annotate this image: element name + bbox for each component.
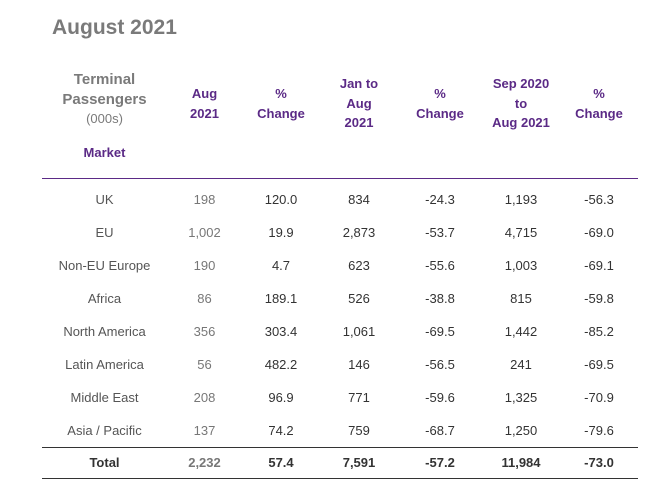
table-cell: -53.7 bbox=[425, 224, 455, 240]
table-row: Asia / Pacific 137 74.2 759 -68.7 1,250 -79.6 bbox=[42, 414, 638, 448]
table-cell: Latin America bbox=[65, 356, 144, 372]
header-market: Market bbox=[83, 144, 126, 160]
table-cell: -59.8 bbox=[584, 290, 614, 306]
table-cell: 4,715 bbox=[504, 224, 538, 240]
table-cell: 1,061 bbox=[342, 323, 376, 339]
header-unit: (000s) bbox=[86, 111, 123, 126]
header-ytd: Jan to Aug 2021 bbox=[320, 70, 398, 179]
table-cell: EU bbox=[95, 224, 114, 240]
table-row: Middle East 208 96.9 771 -59.6 1,325 -70.9 bbox=[42, 381, 638, 414]
table-cell: 526 bbox=[348, 290, 370, 306]
table-cell: Asia / Pacific bbox=[67, 422, 142, 438]
table-cell: 120.0 bbox=[264, 191, 298, 207]
table-cell: Non-EU Europe bbox=[58, 257, 151, 273]
table-cell: 815 bbox=[510, 290, 532, 306]
header-aug-change: % Change bbox=[242, 70, 320, 179]
table-cell: 11,984 bbox=[482, 446, 560, 479]
table-cell: North America bbox=[63, 323, 146, 339]
table-cell: 1,442 bbox=[504, 323, 538, 339]
table-cell: 19.9 bbox=[268, 224, 294, 240]
table-cell: -70.9 bbox=[584, 389, 614, 405]
table-cell: 190 bbox=[193, 257, 216, 273]
table-cell: 356 bbox=[193, 323, 216, 339]
table-cell: -73.0 bbox=[560, 446, 638, 479]
table-row: UK 198 120.0 834 -24.3 1,193 -56.3 bbox=[42, 178, 638, 216]
table-cell: 1,325 bbox=[504, 389, 538, 405]
table-cell: 208 bbox=[193, 389, 216, 405]
table-cell: 623 bbox=[348, 257, 370, 273]
table-cell: Middle East bbox=[70, 389, 139, 405]
table-cell: -69.1 bbox=[584, 257, 614, 273]
table-cell: -69.0 bbox=[584, 224, 614, 240]
table-cell: UK bbox=[95, 191, 114, 207]
table-cell: 189.1 bbox=[264, 290, 298, 306]
table-cell: -69.5 bbox=[584, 356, 614, 372]
table-cell: 834 bbox=[348, 191, 370, 207]
table-cell: 74.2 bbox=[268, 422, 294, 438]
table-cell: -56.3 bbox=[584, 191, 614, 207]
table-cell: 2,873 bbox=[342, 224, 376, 240]
header-rolling: Sep 2020 to Aug 2021 bbox=[482, 70, 560, 179]
table-cell: -56.5 bbox=[425, 356, 455, 372]
passenger-table: Terminal Passengers (000s) Market Aug 202… bbox=[42, 70, 638, 479]
table-cell: 57.4 bbox=[242, 446, 320, 479]
table-row: Africa 86 189.1 526 -38.8 815 -59.8 bbox=[42, 282, 638, 315]
table-cell: 303.4 bbox=[264, 323, 298, 339]
table-cell: 137 bbox=[193, 422, 216, 438]
table-cell: 4.7 bbox=[271, 257, 291, 273]
table-cell: 1,193 bbox=[504, 191, 538, 207]
page-title: August 2021 bbox=[52, 16, 177, 39]
table-cell: 759 bbox=[348, 422, 370, 438]
table-cell: -85.2 bbox=[584, 323, 614, 339]
table-cell: -57.2 bbox=[398, 446, 482, 479]
table-cell: 2,232 bbox=[167, 446, 242, 479]
table-row: Non-EU Europe 190 4.7 623 -55.6 1,003 -69.1 bbox=[42, 249, 638, 282]
total-row: Total 2,232 57.4 7,591 -57.2 11,984 -73.0 bbox=[42, 446, 638, 479]
header-label-line2: Passengers bbox=[62, 90, 147, 108]
table-cell: -59.6 bbox=[425, 389, 455, 405]
table-row: EU 1,002 19.9 2,873 -53.7 4,715 -69.0 bbox=[42, 216, 638, 249]
table-cell: 482.2 bbox=[264, 356, 298, 372]
table-cell: 96.9 bbox=[268, 389, 294, 405]
table-cell: 86 bbox=[197, 290, 212, 306]
table-cell: 146 bbox=[348, 356, 370, 372]
table-cell: 56 bbox=[197, 356, 212, 372]
header-aug-2021: Aug 2021 bbox=[167, 70, 242, 179]
table-cell: -55.6 bbox=[425, 257, 455, 273]
table-cell: 1,003 bbox=[504, 257, 538, 273]
table-cell: Total bbox=[42, 446, 167, 479]
table-cell: 1,250 bbox=[504, 422, 538, 438]
table-cell: -68.7 bbox=[425, 422, 455, 438]
table-cell: Africa bbox=[87, 290, 122, 306]
table-row: Latin America 56 482.2 146 -56.5 241 -69.5 bbox=[42, 348, 638, 381]
table-cell: -79.6 bbox=[584, 422, 614, 438]
table-cell: -69.5 bbox=[425, 323, 455, 339]
header-ytd-change: % Change bbox=[398, 70, 482, 179]
table-header-row: Terminal Passengers (000s) Market Aug 202… bbox=[42, 70, 638, 179]
table-cell: 198 bbox=[193, 191, 216, 207]
header-rolling-change: % Change bbox=[560, 70, 638, 179]
table-cell: 771 bbox=[348, 389, 370, 405]
table-cell: 1,002 bbox=[188, 224, 221, 240]
table-row: North America 356 303.4 1,061 -69.5 1,442 -85.… bbox=[42, 315, 638, 348]
table-cell: -38.8 bbox=[425, 290, 455, 306]
table-cell: -24.3 bbox=[425, 191, 455, 207]
table-cell: 7,591 bbox=[320, 446, 398, 479]
header-label: Terminal Passengers (000s) Market bbox=[42, 70, 167, 179]
header-label-line1: Terminal bbox=[73, 71, 136, 88]
table-cell: 241 bbox=[510, 356, 532, 372]
